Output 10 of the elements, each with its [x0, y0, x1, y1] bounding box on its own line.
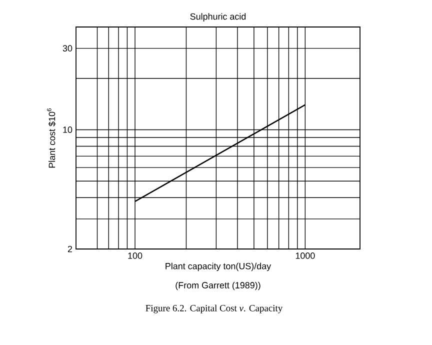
chart-title: Sulphuric acid: [190, 13, 246, 22]
x-tick-label: 100: [128, 252, 142, 259]
y-tick-label: 2: [68, 246, 72, 252]
x-tick-label: 1000: [296, 252, 315, 259]
y-tick-label: 10: [63, 126, 72, 133]
y-axis-title: Plant cost $10$^{6}$: [47, 108, 56, 168]
text: (From Garrett (1989)): [176, 282, 260, 290]
y-tick-label: 30: [62, 45, 72, 52]
x-axis-title: Plant capacity ton(US)/day: [166, 262, 272, 272]
caption: Figure 6.2. Capital Cost v. Capacity: [146, 304, 283, 314]
